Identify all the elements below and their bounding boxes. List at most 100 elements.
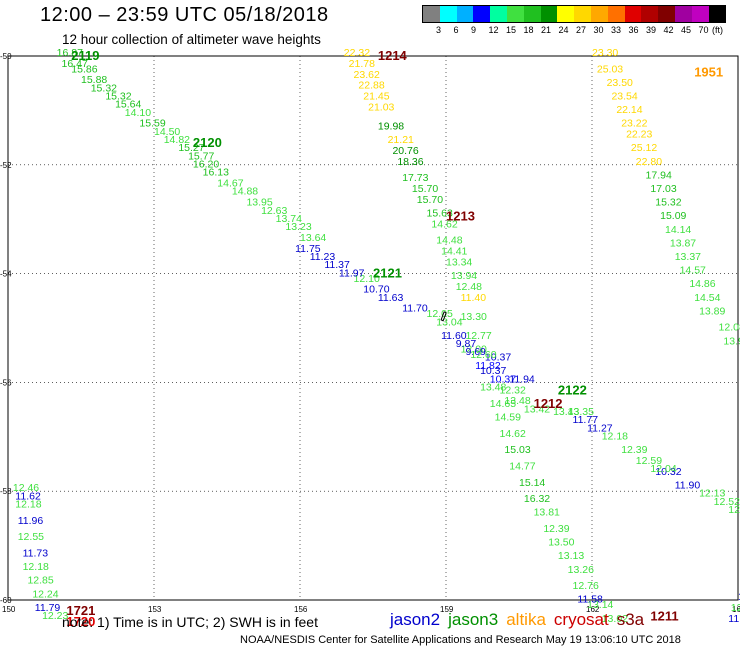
swh-value-label: 12.10 <box>354 273 380 285</box>
pass-number-label: 1720 <box>66 614 95 629</box>
swh-value-label: 12.32 <box>500 384 526 396</box>
swh-value-label: 11.79 <box>35 602 61 614</box>
swh-value-label: 12.24 <box>32 588 58 600</box>
swh-value-label: 15.32 <box>91 82 117 94</box>
swh-value-label: 23.22 <box>621 118 647 130</box>
legend-tick-label: 3 <box>436 25 442 35</box>
pass-number-label: 1211 <box>650 608 678 623</box>
swh-value-label: 18.36 <box>397 156 423 168</box>
legend-swatch <box>490 6 507 22</box>
swh-value-label: 13.9 <box>723 335 740 347</box>
swh-value-label: 11.70 <box>402 303 428 315</box>
swh-value-label: 13.48 <box>480 382 506 394</box>
swh-value-label: 20.76 <box>392 145 418 157</box>
swh-value-label: 13.14 <box>587 599 613 611</box>
pass-number-label: 1721 <box>66 603 95 618</box>
pass-number-label: 1213 <box>446 208 475 223</box>
swh-value-label: 12.08 <box>719 322 740 334</box>
swh-value-label: 13.04 <box>436 316 462 328</box>
swh-value-label: 14.50 <box>154 126 180 138</box>
lat-tick-label: -50 <box>0 52 12 61</box>
swh-value-label: 11.27 <box>587 422 613 434</box>
swh-value-label: 13.13 <box>558 550 584 562</box>
swh-value-label: 25.12 <box>631 142 657 154</box>
swh-value-label: 10.37 <box>480 365 506 377</box>
swh-value-label: 12.18 <box>15 499 41 511</box>
swh-value-label: 14.48 <box>436 235 462 247</box>
swh-value-label: 19.98 <box>378 120 404 132</box>
swh-value-label: 22.23 <box>626 129 652 141</box>
legend-tick-label: (ft) <box>712 25 723 35</box>
legend-tick-label: 6 <box>453 25 459 35</box>
swh-value-label: 15.03 <box>504 444 530 456</box>
swh-value-label: 11.60 <box>441 330 467 342</box>
swh-value-label: 17.94 <box>646 169 672 181</box>
swh-value-label: 14.88 <box>232 186 258 198</box>
swh-value-label: 12.60 <box>470 349 496 361</box>
swh-value-label: 12.13 <box>699 488 725 500</box>
swh-value-label: 11.65 <box>728 613 740 625</box>
swh-value-label: 11.62 <box>15 490 41 502</box>
swh-value-label: 14.77 <box>509 460 535 472</box>
swh-value-label: 14.10 <box>125 107 151 119</box>
swh-value-label: 10.70 <box>363 284 389 296</box>
swh-value-label: 12.63 <box>261 205 287 217</box>
swh-value-label: 11.90 <box>675 479 701 491</box>
legend-tick-label: 45 <box>681 25 692 35</box>
swh-value-label: 21.78 <box>349 58 375 70</box>
swh-value-label: 15.27 <box>178 142 204 154</box>
legend-swatch <box>674 6 692 22</box>
legend-swatch <box>691 6 709 22</box>
legend-tick-label: 33 <box>611 25 622 35</box>
pass-number-label: 2119 <box>71 48 99 63</box>
legend-tick-label: 21 <box>541 25 552 35</box>
swh-value-label: 14.86 <box>689 278 715 290</box>
swh-value-label: 12.77 <box>465 330 491 342</box>
satellite-key-s3a: s3a <box>616 610 645 629</box>
pass-number-label: 2121 <box>373 266 402 281</box>
legend-tick-label: 27 <box>576 25 587 35</box>
island-marker <box>440 311 447 322</box>
legend-tick-label: 12 <box>488 25 499 35</box>
map-title: 12:00 – 23:59 UTC 05/18/2018 <box>40 4 329 26</box>
swh-value-label: 14.62 <box>500 428 526 440</box>
swh-value-label: 15.59 <box>139 118 165 130</box>
pass-number-label: 2120 <box>193 135 222 150</box>
swh-value-label: 14.65 <box>490 398 516 410</box>
legend-ticks: 3 6 9 12 15 18 21 24 27 30 33 36 39 42 45 70 (ft) <box>422 23 726 37</box>
legend-swatch <box>523 6 541 22</box>
swh-value-label: 13.50 <box>548 537 574 549</box>
legend-swatches <box>422 5 727 23</box>
swh-value-label: 12.18 <box>23 561 49 573</box>
map-subtitle: 12 hour collection of altimeter wave hei… <box>62 32 321 47</box>
legend-tick-label: 9 <box>471 25 477 35</box>
swh-value-label: 11.73 <box>23 547 49 559</box>
legend-swatch <box>590 6 608 22</box>
swh-value-label: 15.70 <box>412 183 438 195</box>
swh-value-label: 10.37 <box>490 373 516 385</box>
swh-value-label: 13.34 <box>446 256 472 268</box>
satellite-key-cryosat: cryosat <box>553 610 609 629</box>
legend-tick-label: 39 <box>646 25 657 35</box>
swh-value-label: 22.88 <box>358 80 384 92</box>
swh-value-label: 21.21 <box>388 134 414 146</box>
swh-value-label: 16.13 <box>203 167 229 179</box>
swh-value-label: 13.30 <box>461 311 487 323</box>
legend-swatch <box>624 6 642 22</box>
lon-tick-label: 162 <box>586 605 600 614</box>
swh-value-label: 11.40 <box>461 292 487 304</box>
swh-value-label: 13.26 <box>568 564 594 576</box>
swh-value-label: 11.94 <box>509 373 535 385</box>
lon-tick-label: 165 <box>732 605 740 614</box>
swh-value-label: 11.96 <box>18 515 44 527</box>
legend-swatch <box>574 6 591 22</box>
swh-value-label: 16.32 <box>524 493 550 505</box>
lon-tick-label: 159 <box>440 605 454 614</box>
color-legend: 3 6 9 12 15 18 21 24 27 30 33 36 39 42 45 70 (ft) <box>422 5 727 37</box>
legend-swatch <box>473 6 491 22</box>
swh-value-label: 14.67 <box>217 178 243 190</box>
swh-value-label: 12.52 <box>714 496 740 508</box>
swh-value-label: 13.64 <box>300 232 326 244</box>
swh-value-label: 12.0 <box>731 602 740 614</box>
swh-value-label: 11.75 <box>295 243 321 255</box>
